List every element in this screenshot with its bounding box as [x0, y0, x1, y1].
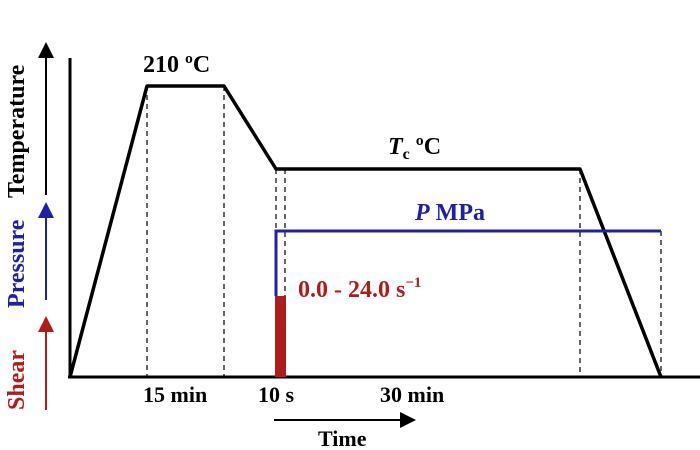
time-axis-label: Time — [318, 426, 367, 450]
tc-label: Tc ºC — [388, 134, 441, 163]
pressure-profile-line — [274, 229, 661, 296]
pressure-symbol: P — [414, 200, 430, 226]
shear-rate-text: 0.0 - 24.0 s — [298, 277, 405, 303]
shear-rate-exponent: −1 — [405, 275, 421, 291]
isothermal-time-label: 30 min — [380, 382, 444, 407]
hold-time-label: 15 min — [143, 382, 207, 407]
shear-pulse-bar — [275, 296, 286, 377]
shear-time-label: 10 s — [258, 382, 295, 407]
temperature-profile-line — [68, 84, 663, 378]
temperature-axis-label: Temperature — [4, 64, 30, 198]
shear-axis-label: Shear — [4, 350, 30, 410]
pressure-label: P MPa — [414, 200, 485, 226]
pressure-axis-label: Pressure — [4, 219, 30, 308]
hold-temperature-label: 210 ºC — [143, 52, 210, 78]
tc-symbol: T — [388, 134, 404, 160]
pressure-unit: MPa — [430, 200, 485, 226]
tc-subscript: c — [403, 146, 410, 163]
tc-unit: ºC — [410, 134, 441, 160]
shear-rate-label: 0.0 - 24.0 s−1 — [298, 275, 421, 303]
